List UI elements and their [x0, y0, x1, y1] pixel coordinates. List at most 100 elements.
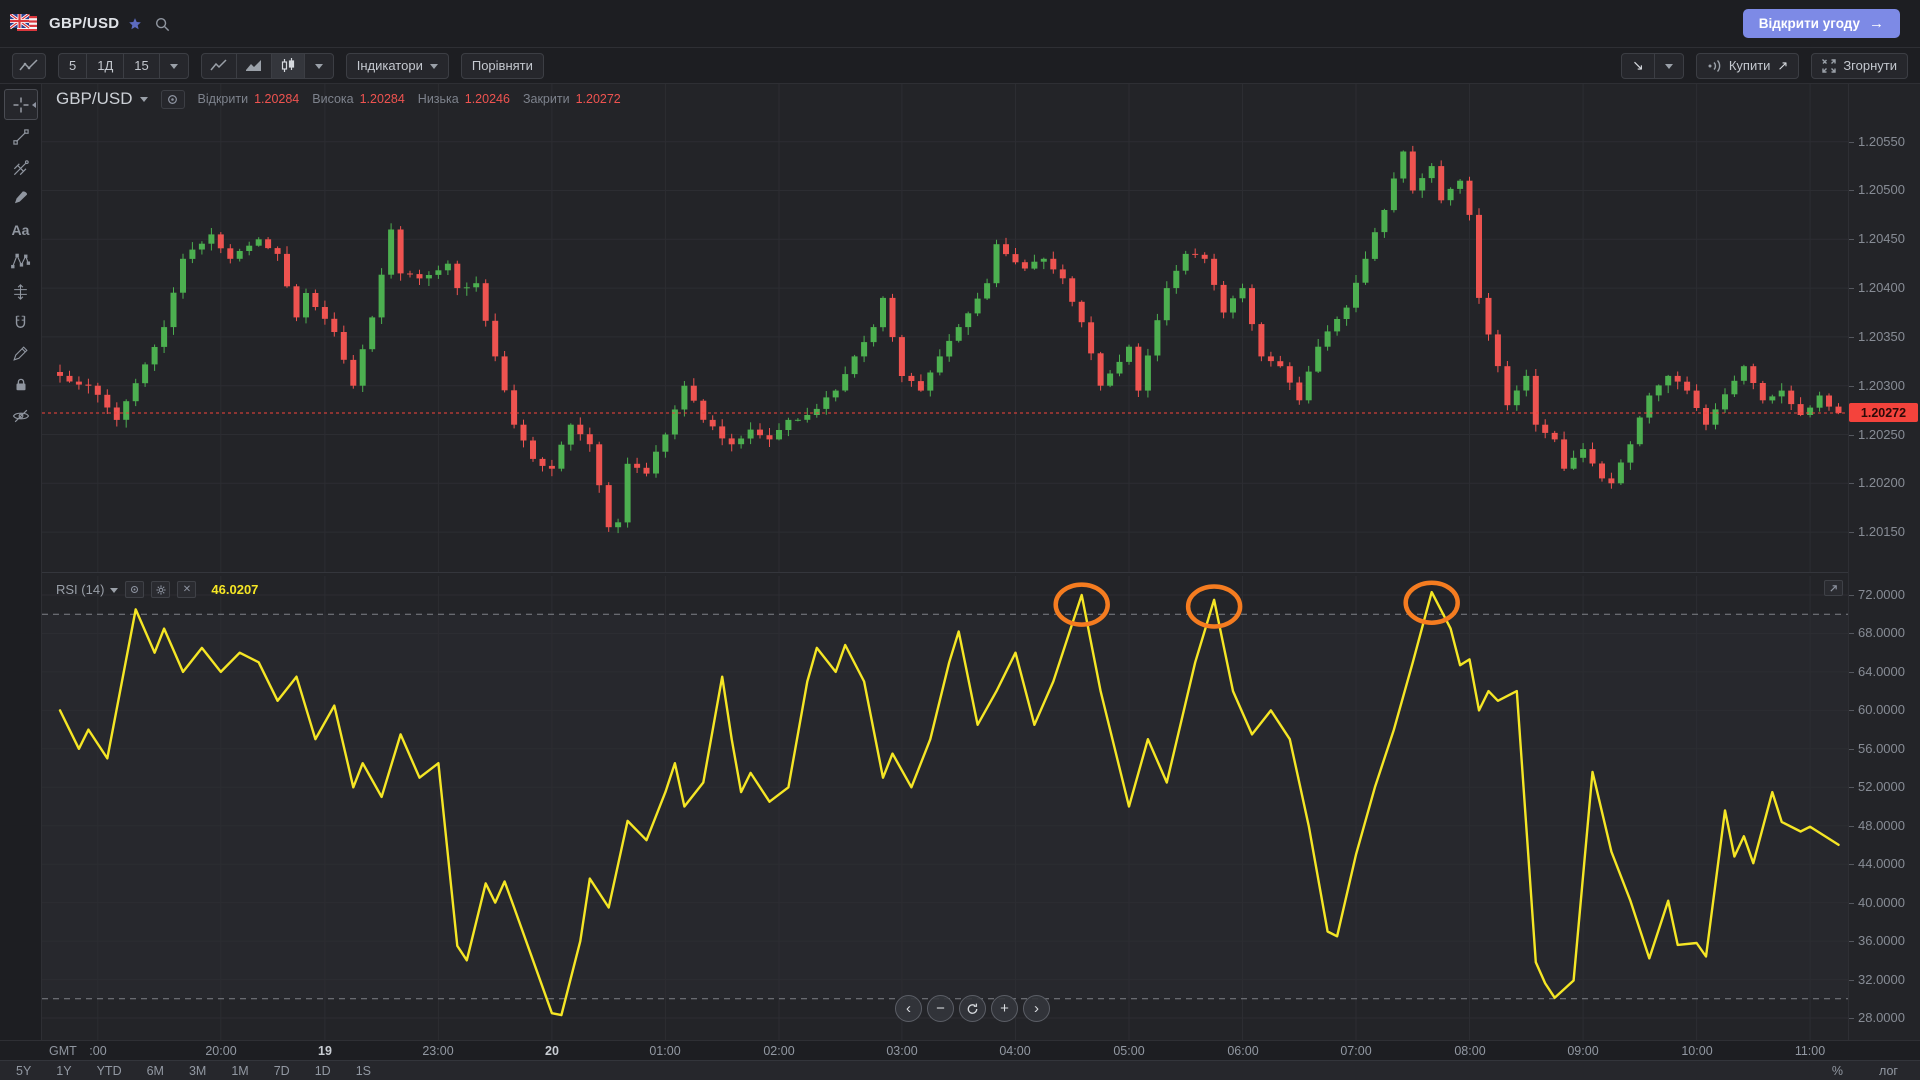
timezone-label[interactable]: GMT — [46, 1044, 80, 1058]
pan-right-button[interactable]: › — [1023, 995, 1050, 1022]
time-axis[interactable]: GMT :00 20:00 19 23:00 20 01:00 02:00 03:00 04:0… — [0, 1040, 1920, 1060]
brush-tool[interactable] — [5, 184, 37, 213]
zoom-out-button[interactable]: − — [927, 995, 954, 1022]
text-tool[interactable]: Aa — [11, 221, 30, 238]
arrow-up-right-icon: ↗ — [1777, 57, 1789, 73]
range-button-1y[interactable]: 1Y — [56, 1063, 72, 1078]
price-tick-label: 1.20150 — [1858, 524, 1905, 539]
rsi-tick-label: 28.0000 — [1858, 1010, 1905, 1025]
trend-line-tool[interactable] — [5, 122, 37, 151]
chart-toolbar: 5 1Д 15 Індикатори Порівняти — [0, 48, 1920, 84]
price-tick-label: 1.20350 — [1858, 329, 1905, 344]
hide-drawings-tool[interactable] — [5, 401, 37, 430]
time-label: 06:00 — [1227, 1044, 1259, 1058]
order-direction-dropdown[interactable] — [1653, 52, 1684, 79]
annotation-circle[interactable] — [1053, 582, 1110, 627]
area-chart-type-button[interactable] — [235, 52, 272, 79]
candlestick-chart[interactable] — [42, 84, 1848, 572]
chevron-down-icon — [429, 63, 438, 73]
measure-tool[interactable] — [5, 277, 37, 306]
price-axis[interactable]: 1.20550 1.20500 1.20450 1.20400 1.20350 1.203… — [1849, 84, 1920, 572]
rsi-close-icon[interactable]: ✕ — [177, 581, 197, 598]
pane-separator[interactable] — [42, 572, 1848, 573]
time-label: 09:00 — [1567, 1044, 1599, 1058]
compare-line-icon-button[interactable] — [12, 52, 46, 79]
xabcd-pattern-tool[interactable] — [5, 246, 37, 275]
scale-toggles: % лог — [1832, 1064, 1904, 1078]
time-label: 20 — [545, 1044, 559, 1058]
sell-direction-button[interactable]: ↘ — [1621, 52, 1655, 79]
log-scale-toggle[interactable]: лог — [1879, 1063, 1898, 1078]
price-tick-label: 1.20200 — [1858, 475, 1905, 490]
arrow-right-icon: → — [1869, 15, 1884, 32]
chevron-down-icon — [110, 587, 119, 597]
rsi-axis[interactable]: 72.0000 68.0000 64.0000 60.0000 56.0000 52.00… — [1849, 576, 1920, 1040]
rsi-tick-label: 64.0000 — [1858, 664, 1905, 679]
price-tick-label: 1.20250 — [1858, 427, 1905, 442]
range-button-ytd[interactable]: YTD — [96, 1063, 122, 1078]
open-label: Відкрити — [197, 92, 249, 106]
open-value: 1.20284 — [254, 92, 300, 106]
time-label: 01:00 — [649, 1044, 681, 1058]
time-label: 23:00 — [422, 1044, 454, 1058]
annotation-circle[interactable] — [1185, 584, 1243, 629]
magnet-tool[interactable] — [5, 308, 37, 337]
timeframe-1d[interactable]: 1Д — [86, 52, 125, 79]
time-label: 08:00 — [1454, 1044, 1486, 1058]
zoom-in-button[interactable]: + — [991, 995, 1018, 1022]
open-trade-button[interactable]: Відкрити угоду → — [1742, 9, 1900, 38]
range-button-1s[interactable]: 1S — [355, 1063, 371, 1078]
compare-button[interactable]: Порівняти — [460, 52, 544, 79]
search-icon[interactable] — [154, 16, 170, 32]
rsi-tick-label: 72.0000 — [1858, 587, 1905, 602]
rsi-settings-icon[interactable] — [151, 581, 171, 598]
annotation-circle[interactable] — [1403, 580, 1460, 625]
rsi-header: RSI (14) ✕ 46.0207 — [56, 581, 258, 598]
expand-pane-icon[interactable] — [1824, 580, 1843, 596]
price-axis-border — [1848, 84, 1849, 1060]
rsi-indicator-chart[interactable] — [42, 576, 1848, 1040]
symbol-title: GBP/USD — [49, 15, 120, 32]
time-label: 03:00 — [886, 1044, 918, 1058]
rsi-visibility-icon[interactable] — [125, 581, 145, 598]
percent-scale-toggle[interactable]: % — [1831, 1063, 1844, 1078]
timeframe-5[interactable]: 5 — [58, 52, 88, 79]
buy-button[interactable]: Купити ↗ — [1695, 52, 1800, 79]
visibility-icon[interactable] — [160, 89, 185, 109]
range-button-6m[interactable]: 6M — [146, 1063, 164, 1078]
rsi-tick-label: 56.0000 — [1858, 741, 1905, 756]
current-price-badge: 1.20272 — [1849, 403, 1918, 422]
time-label: 19 — [318, 1044, 332, 1058]
rsi-title[interactable]: RSI (14) — [56, 582, 119, 597]
chart-nav-controls: ‹ − + › — [895, 995, 1050, 1022]
chart-type-dropdown[interactable] — [303, 52, 334, 79]
trade-controls: ↘ Купити ↗ Згорнути — [1621, 52, 1908, 79]
fullscreen-corners-icon — [1822, 58, 1837, 73]
crosshair-tool[interactable] — [3, 89, 38, 120]
indicators-button[interactable]: Індикатори — [345, 52, 449, 79]
range-button-7d[interactable]: 7D — [273, 1063, 290, 1078]
line-chart-type-button[interactable] — [200, 52, 237, 79]
range-button-5y[interactable]: 5Y — [16, 1063, 32, 1078]
time-label: 07:00 — [1340, 1044, 1372, 1058]
time-label: 10:00 — [1681, 1044, 1713, 1058]
timeframe-dropdown[interactable] — [158, 52, 189, 79]
candlestick-chart-type-button[interactable] — [270, 52, 305, 79]
lock-tool[interactable] — [5, 370, 37, 399]
pitchfork-tool[interactable] — [5, 153, 37, 182]
pan-left-button[interactable]: ‹ — [895, 995, 922, 1022]
reset-view-button[interactable] — [959, 995, 986, 1022]
chevron-down-icon — [139, 97, 148, 106]
pencil-tool[interactable] — [5, 339, 37, 368]
range-button-3m[interactable]: 3M — [188, 1063, 207, 1078]
range-button-1d[interactable]: 1D — [314, 1063, 331, 1078]
timeframe-15[interactable]: 15 — [123, 52, 160, 79]
collapse-button[interactable]: Згорнути — [1811, 52, 1908, 79]
high-label: Висока — [312, 92, 354, 106]
favorite-star-icon[interactable] — [128, 17, 142, 31]
arrow-down-right-icon: ↘ — [1632, 57, 1644, 73]
price-tick-label: 1.20450 — [1858, 231, 1905, 246]
range-button-1m[interactable]: 1M — [231, 1063, 249, 1078]
legend-symbol[interactable]: GBP/USD — [56, 89, 148, 109]
rsi-tick-label: 52.0000 — [1858, 779, 1905, 794]
